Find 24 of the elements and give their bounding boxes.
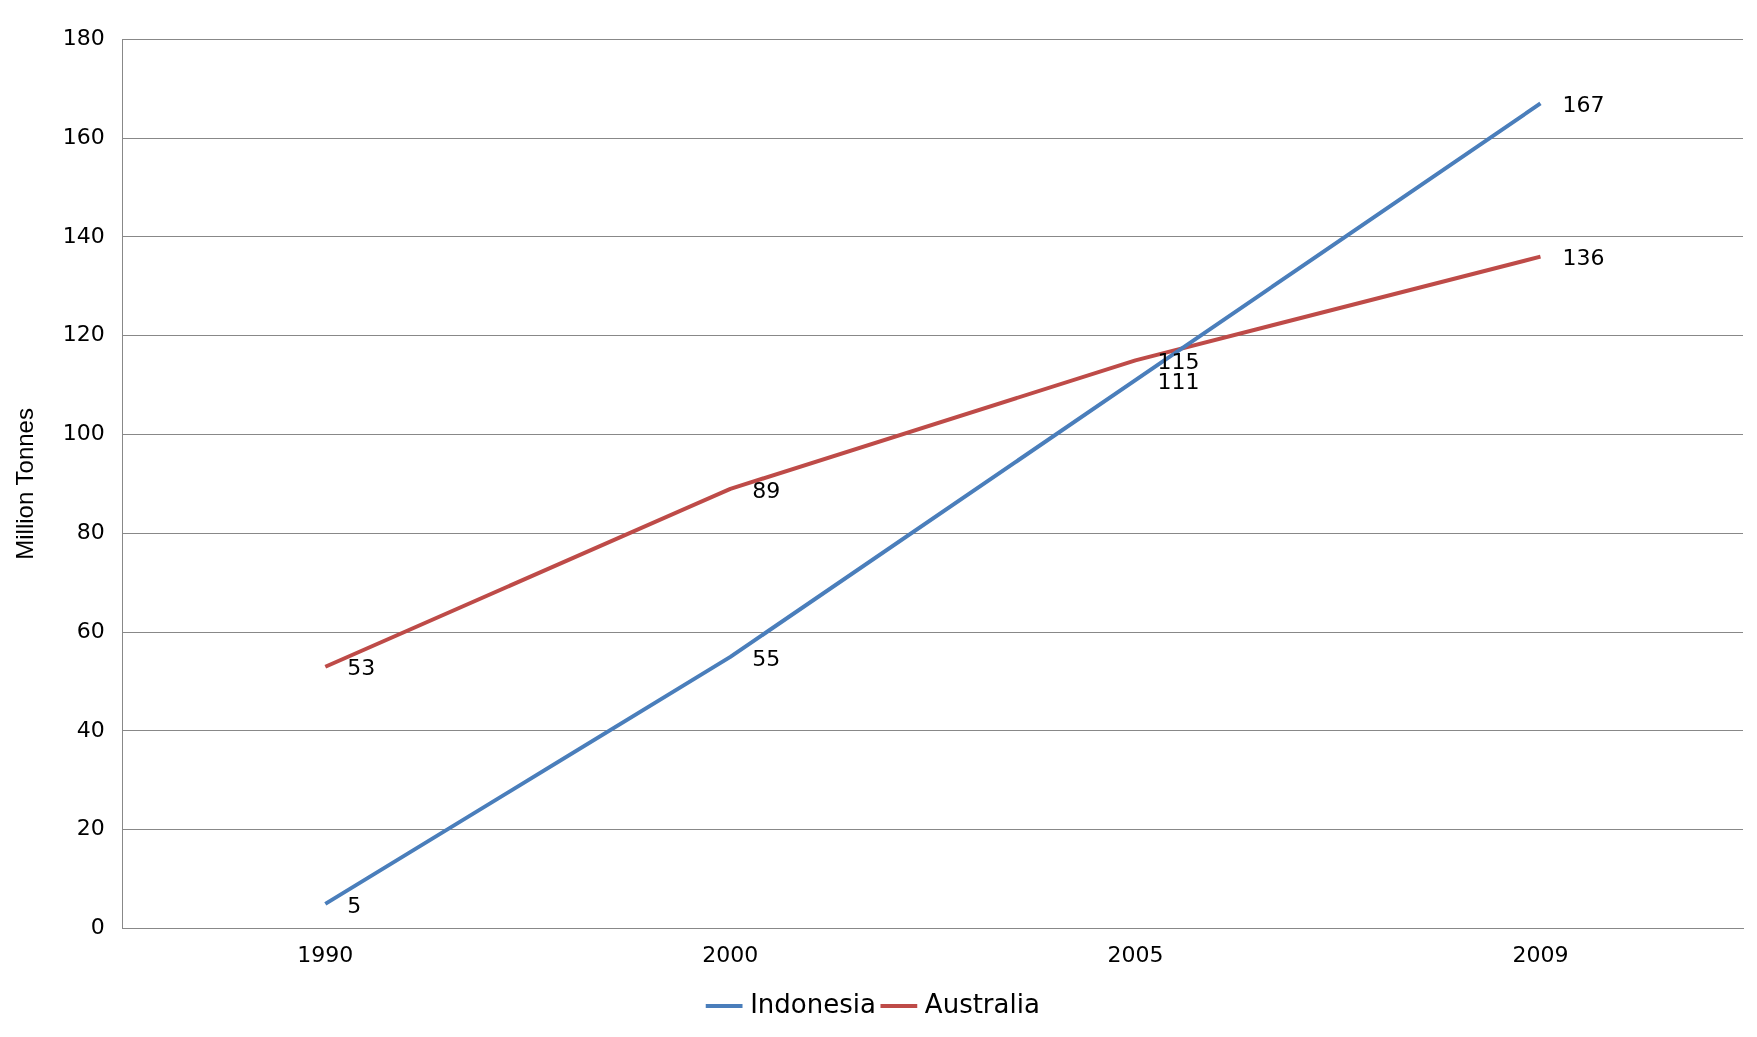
data-label: 136: [1562, 245, 1605, 271]
y-tick-label: 100: [62, 420, 105, 446]
x-tick-label: 2009: [1512, 941, 1569, 967]
y-tick-label: 20: [76, 815, 105, 841]
data-label: 5: [347, 892, 362, 918]
data-label: 53: [347, 655, 376, 681]
y-tick-label: 60: [76, 617, 105, 643]
x-tick-label: 2000: [702, 941, 759, 967]
data-label: 89: [752, 477, 781, 503]
data-label: 111: [1157, 368, 1200, 394]
legend-label: Australia: [924, 988, 1040, 1019]
data-label: 55: [752, 645, 781, 671]
y-tick-label: 40: [76, 716, 105, 742]
legend-label: Indonesia: [750, 988, 876, 1019]
y-axis-title: Million Tonnes: [11, 408, 39, 560]
data-label: 167: [1562, 92, 1605, 118]
y-tick-label: 80: [76, 519, 105, 545]
y-tick-label: 160: [62, 123, 105, 149]
y-tick-label: 120: [62, 321, 105, 347]
y-tick-label: 0: [90, 914, 105, 940]
y-tick-label: 180: [62, 24, 105, 50]
x-tick-label: 2005: [1107, 941, 1164, 967]
x-tick-label: 1990: [297, 941, 354, 967]
y-tick-label: 140: [62, 222, 105, 248]
